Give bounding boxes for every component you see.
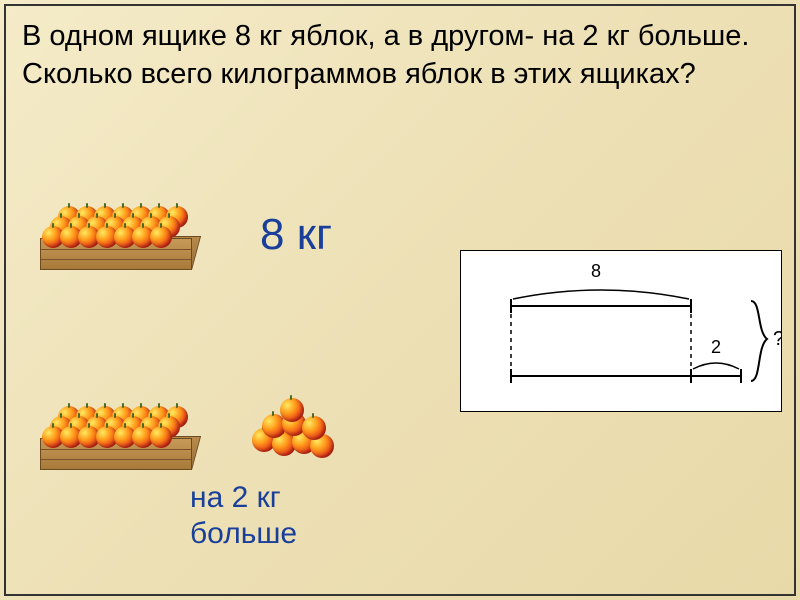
crate-1 — [40, 190, 200, 270]
diagram-value-8: 8 — [591, 261, 601, 281]
label-8kg: 8 кг — [260, 210, 332, 260]
apple-row — [46, 426, 172, 448]
segment-diagram: 8 2 ? — [460, 250, 782, 412]
label-more: на 2 кг больше — [190, 480, 297, 552]
diagram-unknown: ? — [773, 328, 781, 350]
problem-text: В одном ящике 8 кг яблок, а в другом- на… — [22, 18, 778, 93]
apple-row — [46, 226, 172, 248]
label-more-line2: больше — [190, 517, 297, 550]
extra-apple-pile — [250, 390, 340, 470]
crate-2 — [40, 390, 200, 470]
diagram-value-2: 2 — [711, 337, 721, 357]
label-more-line1: на 2 кг — [190, 481, 281, 514]
